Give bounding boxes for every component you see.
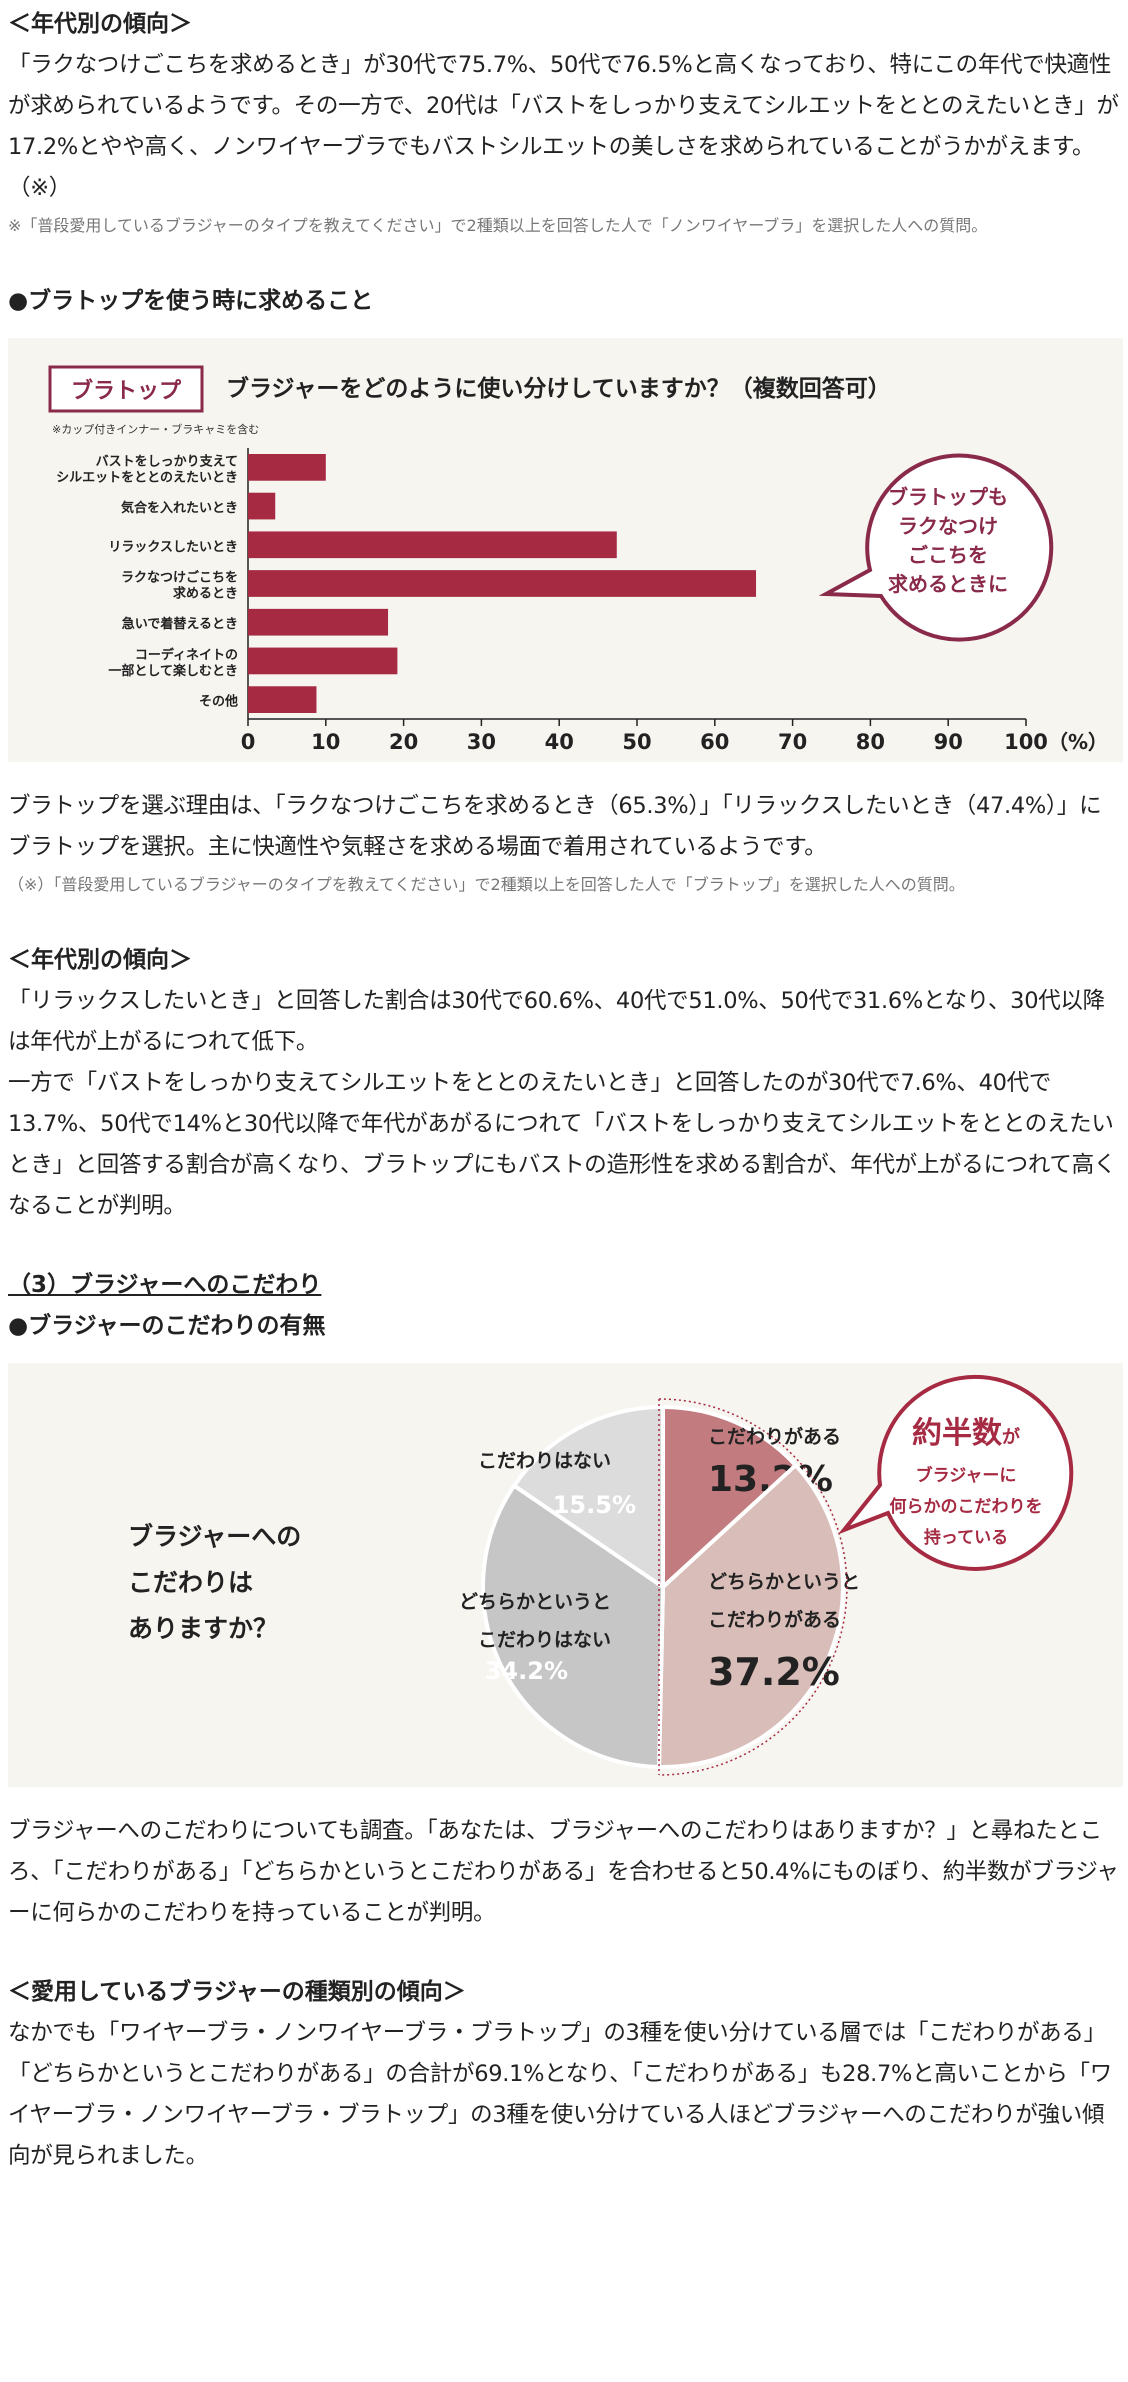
tag-label: ブラトップ: [71, 378, 182, 404]
x-tick-label: 70: [778, 730, 807, 754]
section-heading-commitment: （3）ブラジャーへのこだわり: [8, 1272, 322, 1298]
x-tick-label: 60: [700, 730, 729, 754]
bar-chart-figure: ブラトップ ブラジャーをどのように使い分けしていますか？（複数回答可） ※カップ付き…: [8, 338, 1123, 762]
callout-emphasis: 約半数が: [912, 1416, 1020, 1451]
section-heading-type-trend: ＜愛用しているブラジャーの種類別の傾向＞: [8, 1979, 466, 2005]
callout-text: ラクなつけ: [898, 514, 998, 538]
paragraph: ブラトップを選ぶ理由は、「ラクなつけごこちを求めるとき（65.3%）」「リラック…: [8, 793, 1102, 860]
slice-value: 15.5%: [553, 1491, 636, 1519]
bar: [248, 686, 317, 713]
question-text: こだわりは: [128, 1568, 253, 1597]
section-heading-age-trend-2: ＜年代別の傾向＞: [8, 947, 192, 973]
pie-chart-figure: ブラジャーへの こだわりは ありますか？ こだわりがある 13.2% どちらかというと こだ…: [8, 1363, 1123, 1787]
x-tick-label: 30: [467, 730, 496, 754]
category-label: 一部として楽しむとき: [108, 663, 238, 679]
x-tick-label: 0: [241, 730, 256, 754]
callout-text: 持っている: [924, 1527, 1008, 1548]
question-text: ブラジャーへの: [128, 1522, 301, 1551]
category-label: コーディネイトの: [135, 647, 238, 663]
question-text: ありますか？: [128, 1614, 278, 1643]
x-tick-label: 10: [311, 730, 340, 754]
x-tick-label: 90: [934, 730, 963, 754]
callout-text: ごこちを: [908, 543, 988, 567]
slice-value: 34.2%: [485, 1657, 568, 1685]
slice-label: どちらかというと: [708, 1571, 860, 1593]
paragraph: ブラジャーへのこだわりについても調査。「あなたは、ブラジャーへのこだわりはありま…: [8, 1818, 1119, 1926]
bar: [248, 647, 398, 675]
category-label: ラクなつけごこちを: [121, 570, 238, 586]
paragraph: なかでも「ワイヤーブラ・ノンワイヤーブラ・ブラトップ」の3種を使い分けている層で…: [8, 2020, 1112, 2169]
category-label: バストをしっかり支えて: [96, 453, 238, 469]
pie-slice: [661, 1404, 799, 1592]
slice-label: こだわりはない: [478, 1629, 611, 1651]
footnote: ※「普段愛用しているブラジャーのタイプを教えてください」で2種類以上を回答した人…: [8, 216, 988, 235]
slice-label: こだわりがある: [708, 1608, 841, 1631]
paragraph: 「リラックスしたいとき」と回答した割合は30代で60.6%、40代で51.0%、…: [8, 988, 1105, 1055]
x-tick-label: 80: [856, 730, 885, 754]
x-tick-label: 50: [622, 730, 651, 754]
callout-bubble: [818, 453, 1054, 642]
footnote: （※）「普段愛用しているブラジャーのタイプを教えてください」で2種類以上を回答し…: [8, 875, 965, 894]
dotted-outline: [658, 1398, 848, 1776]
bar: [248, 492, 276, 520]
section-heading-bratop: ●ブラトップを使う時に求めること: [8, 288, 374, 314]
chart-title: ブラジャーをどのように使い分けしていますか？（複数回答可）: [226, 375, 891, 402]
slice-label: どちらかというと: [459, 1591, 611, 1613]
bar: [248, 570, 757, 597]
category-label: 求めるとき: [173, 586, 238, 602]
x-tick-label: 20: [389, 730, 418, 754]
subheading-commitment: ●ブラジャーのこだわりの有無: [8, 1313, 326, 1339]
callout-text: 何らかのこだわりを: [890, 1496, 1043, 1517]
category-label: 気合を入れたいとき: [121, 500, 238, 516]
slice-label: こだわりがある: [708, 1425, 841, 1448]
x-unit-label: （%）: [1048, 730, 1108, 754]
callout-text: 求めるときに: [888, 572, 1008, 596]
callout-bubble: [837, 1374, 1074, 1571]
callout-text: ブラジャーに: [916, 1465, 1017, 1486]
category-label: 急いで着替えるとき: [122, 616, 238, 632]
x-tick-label: 100: [1004, 730, 1048, 754]
pie-slice: [481, 1482, 666, 1770]
callout-text: ブラトップも: [888, 485, 1008, 509]
bar: [248, 454, 326, 481]
bar: [248, 608, 389, 636]
category-label: シルエットをととのえたいとき: [56, 470, 238, 485]
pie-slice: [657, 1462, 845, 1769]
slice-label: こだわりはない: [478, 1450, 611, 1472]
chart-subnote: ※カップ付きインナー・ブラキャミを含む: [52, 422, 259, 436]
paragraph: 一方で「バストをしっかり支えてシルエットをととのえたいとき」と回答したのが30代…: [8, 1070, 1116, 1219]
section-heading-age-trend: ＜年代別の傾向＞: [8, 11, 192, 37]
category-label: その他: [199, 694, 238, 710]
slice-value: 37.2%: [708, 1650, 840, 1694]
pie-chart: ブラジャーへのこだわりはありますか？こだわりがある13.2%どちらかというとこだ…: [128, 1374, 1074, 1776]
bar: [248, 531, 617, 559]
tag-box: [48, 365, 204, 413]
x-tick-label: 40: [545, 730, 574, 754]
paragraph: 「ラクなつけごこちを求めるとき」が30代で75.7%、50代で76.5%と高くな…: [8, 52, 1119, 201]
bar-chart: ブラトップ ブラジャーをどのように使い分けしていますか？（複数回答可） ※カップ付き…: [48, 365, 1108, 754]
pie-slice: [511, 1404, 665, 1591]
category-label: リラックスしたいとき: [108, 540, 238, 555]
